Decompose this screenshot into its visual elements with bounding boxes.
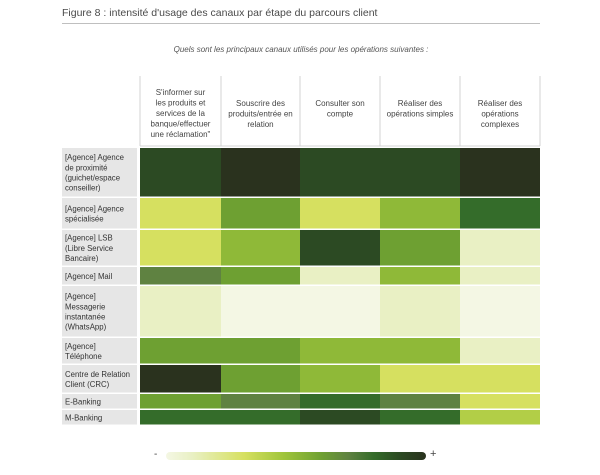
row-label: Centre de Relation Client (CRC) [65, 370, 130, 389]
heatmap-cell [380, 394, 460, 409]
heatmap-cell [140, 148, 221, 197]
heatmap-cell [140, 394, 221, 409]
heatmap-cell [221, 365, 300, 393]
row-label: [Agence] Agence spécialisée [65, 204, 124, 223]
heatmap-cell [221, 286, 300, 337]
heatmap-cell [140, 230, 221, 266]
heatmap-cell [380, 365, 460, 393]
heatmap-cell [380, 230, 460, 266]
heatmap-cell [460, 410, 540, 425]
heatmap-cell [460, 230, 540, 266]
heatmap-cell [300, 198, 380, 229]
row-label-cell [62, 338, 137, 364]
heatmap-cell [380, 410, 460, 425]
column-header: Réaliser des opérations simples [387, 99, 454, 119]
row-label: [Agence] Téléphone [65, 342, 102, 361]
heatmap-cell [460, 148, 540, 197]
heatmap-cell [300, 230, 380, 266]
row-label: [Agence] LSB (Libre Service Bancaire) [65, 234, 113, 263]
heatmap-cell [460, 286, 540, 337]
column-header: Réaliser des opérations complexes [478, 99, 522, 129]
heatmap-cell [380, 286, 460, 337]
row-label: [Agence] Mail [65, 272, 113, 281]
heatmap-cell [300, 148, 380, 197]
row-label-cell [62, 267, 137, 285]
row-label-cell [62, 394, 137, 409]
heatmap-cell [460, 267, 540, 285]
row-label: [Agence] Agence de proximité (guichet/espa… [65, 153, 124, 193]
heatmap-cell [140, 286, 221, 337]
column-header: Consulter son compte [315, 99, 364, 119]
row-label: [Agence] Messagerie instantanée (WhatsApp) [65, 292, 107, 332]
heatmap-cell [300, 410, 380, 425]
heatmap-cell [221, 394, 300, 409]
heatmap-cell [221, 230, 300, 266]
heatmap-cell [380, 148, 460, 197]
heatmap-cell [140, 365, 221, 393]
heatmap-cell [140, 267, 221, 285]
column-header: Souscrire des produits/entrée en relation [228, 99, 293, 129]
heatmap-cell [380, 338, 460, 364]
row-label-cell [62, 410, 137, 425]
row-label-cell [62, 198, 137, 229]
heatmap-cell [140, 338, 221, 364]
column-header: S'informer sur les produits et services de… [151, 88, 211, 139]
color-scale-bar [166, 452, 426, 460]
heatmap-cell [221, 267, 300, 285]
heatmap-cell [300, 338, 380, 364]
heatmap-cell [300, 365, 380, 393]
heatmap-cell [380, 267, 460, 285]
heatmap-cell [300, 286, 380, 337]
heatmap-cell [221, 198, 300, 229]
heatmap-cell [460, 394, 540, 409]
survey-question: Quels sont les principaux canaux utilisé… [173, 45, 429, 54]
row-label-cell [62, 365, 137, 393]
row-label: M-Banking [65, 413, 102, 422]
heatmap-cell [221, 410, 300, 425]
heatmap-cell [221, 148, 300, 197]
scale-high-label: + [430, 448, 437, 460]
row-label-cell [62, 286, 137, 337]
row-label-cell [62, 230, 137, 266]
heatmap-cell [460, 338, 540, 364]
heatmap-cell [140, 410, 221, 425]
heatmap-cell [460, 198, 540, 229]
figure-title: Figure 8 : intensité d'usage des canaux … [62, 7, 378, 19]
heatmap-cell [380, 198, 460, 229]
heatmap-cell [140, 198, 221, 229]
heatmap-cell [460, 365, 540, 393]
row-label-cell [62, 148, 137, 197]
heatmap-cell [300, 267, 380, 285]
heatmap-cell [221, 338, 300, 364]
title-divider [62, 23, 540, 24]
heatmap-cell [300, 394, 380, 409]
row-label: E-Banking [65, 397, 101, 406]
scale-low-label: - [154, 449, 158, 460]
